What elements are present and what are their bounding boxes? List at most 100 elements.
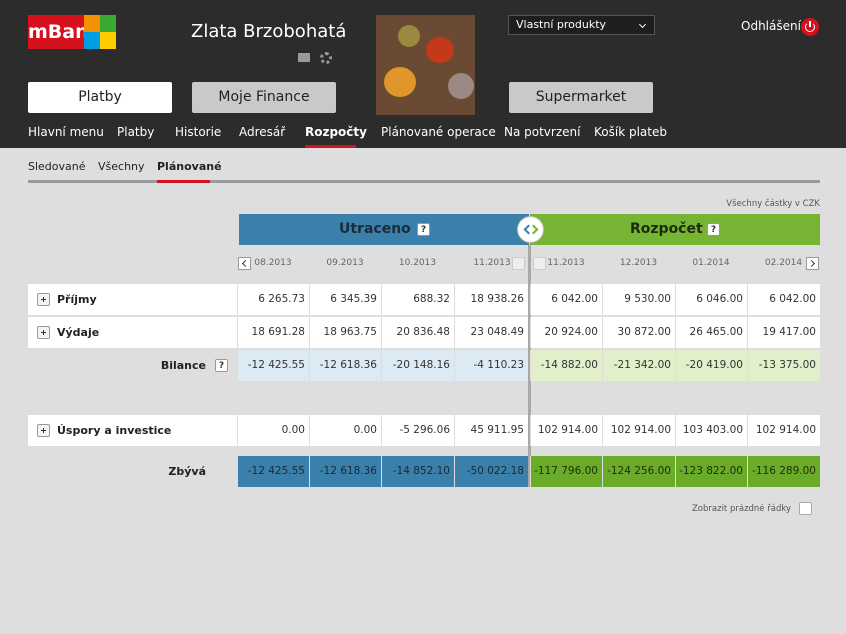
subtab[interactable]: Plánované — [157, 160, 222, 173]
subtab[interactable]: Sledované — [28, 160, 86, 173]
value-cell: 688.32 — [381, 284, 454, 315]
logo-square — [84, 32, 100, 49]
tab-button[interactable]: Moje Finance — [192, 82, 336, 113]
value-cell: 45 911.95 — [454, 415, 528, 446]
power-icon[interactable] — [801, 18, 819, 36]
value-cell: -123 822.00 — [675, 456, 747, 487]
row-label-cell — [28, 317, 237, 348]
value-cell: 6 345.39 — [309, 284, 381, 315]
value-cell: -12 425.55 — [237, 350, 309, 381]
value-cell: 6 265.73 — [237, 284, 309, 315]
help-icon[interactable]: ? — [707, 223, 720, 236]
tab-button[interactable]: Platby — [28, 82, 172, 113]
value-cell: -12 618.36 — [309, 456, 381, 487]
value-cell: -20 148.16 — [381, 350, 454, 381]
nav-link[interactable]: Plánované operace — [381, 125, 496, 139]
row-label: Zbývá — [168, 465, 206, 478]
prev-button[interactable] — [238, 257, 251, 270]
spent-title: Utraceno — [339, 221, 411, 237]
spices-image — [376, 15, 475, 115]
value-cell: 26 465.00 — [675, 317, 747, 348]
row-label: Bilance — [160, 359, 206, 372]
value-cell: 19 417.00 — [747, 317, 820, 348]
nav-link[interactable]: Rozpočty — [305, 125, 367, 139]
checkbox[interactable] — [799, 502, 812, 515]
next-button-disabled — [512, 257, 525, 270]
nav-active-underline — [305, 145, 356, 148]
period-label: 11.2013 — [473, 258, 511, 268]
divider — [528, 245, 531, 487]
logo-square — [100, 15, 116, 32]
value-cell: -14 882.00 — [530, 350, 602, 381]
value-cell: -20 419.00 — [675, 350, 747, 381]
value-cell: 0.00 — [309, 415, 381, 446]
plan-title: Rozpočet — [630, 221, 703, 237]
spent-header — [239, 214, 529, 245]
period-label: 02.2014 — [764, 258, 803, 268]
logo-square — [84, 15, 100, 32]
subtab[interactable]: Všechny — [98, 160, 145, 173]
value-cell: -12 618.36 — [309, 350, 381, 381]
nav-link[interactable]: Košík plateb — [594, 125, 667, 139]
row-label: Výdaje — [57, 326, 100, 339]
nav-link[interactable]: Historie — [175, 125, 222, 139]
value-cell: 102 914.00 — [530, 415, 602, 446]
logout-link[interactable]: Odhlášení — [741, 19, 801, 33]
help-icon[interactable]: ? — [215, 359, 228, 372]
value-cell: -5 296.06 — [381, 415, 454, 446]
product-select[interactable]: Vlastní produkty — [508, 15, 655, 35]
period-label: 10.2013 — [398, 258, 437, 268]
value-cell: 20 836.48 — [381, 317, 454, 348]
value-cell: -21 342.00 — [602, 350, 675, 381]
toggle-button[interactable] — [517, 216, 544, 243]
nav-link[interactable]: Adresář — [239, 125, 286, 139]
value-cell: -50 022.18 — [454, 456, 528, 487]
expand-button[interactable] — [37, 293, 50, 306]
period-label: 08.2013 — [254, 258, 292, 268]
value-cell: -14 852.10 — [381, 456, 454, 487]
currency-note: Všechny částky v CZK — [726, 199, 820, 209]
value-cell: 103 403.00 — [675, 415, 747, 446]
prev-button-disabled — [533, 257, 546, 270]
value-cell: 102 914.00 — [747, 415, 820, 446]
period-label: 12.2013 — [619, 258, 658, 268]
help-icon[interactable]: ? — [417, 223, 430, 236]
value-cell: 102 914.00 — [602, 415, 675, 446]
next-button[interactable] — [806, 257, 819, 270]
nav-link[interactable]: Hlavní menu — [28, 125, 104, 139]
value-cell: 18 963.75 — [309, 317, 381, 348]
value-cell: 6 042.00 — [747, 284, 820, 315]
expand-button[interactable] — [37, 424, 50, 437]
value-cell: 30 872.00 — [602, 317, 675, 348]
value-cell: -116 289.00 — [747, 456, 820, 487]
nav-link[interactable]: Na potvrzení — [504, 125, 581, 139]
row-label-cell — [28, 415, 237, 446]
value-cell: 18 691.28 — [237, 317, 309, 348]
mail-icon[interactable] — [298, 53, 310, 62]
row-label: Příjmy — [57, 293, 97, 306]
tab-button[interactable]: Supermarket — [509, 82, 653, 113]
row-label-cell — [28, 284, 237, 315]
expand-button[interactable] — [37, 326, 50, 339]
nav-link[interactable]: Platby — [117, 125, 155, 139]
period-label: 11.2013 — [547, 258, 585, 268]
user-name: Zlata Brzobohatá — [191, 21, 347, 42]
value-cell: 20 924.00 — [530, 317, 602, 348]
period-label: 09.2013 — [326, 258, 364, 268]
value-cell: -4 110.23 — [454, 350, 528, 381]
logo[interactable]: mBank — [28, 15, 101, 49]
value-cell: -124 256.00 — [602, 456, 675, 487]
value-cell: -12 425.55 — [237, 456, 309, 487]
subtab-rule — [28, 180, 820, 183]
value-cell: 18 938.26 — [454, 284, 528, 315]
value-cell: 6 042.00 — [530, 284, 602, 315]
row-label: Úspory a investice — [57, 424, 172, 437]
subtab-active-underline — [157, 180, 210, 183]
settings-icon[interactable] — [320, 52, 332, 64]
show-empty-label[interactable]: Zobrazit prázdné řádky — [691, 504, 791, 514]
logo-square — [100, 32, 116, 49]
value-cell: 6 046.00 — [675, 284, 747, 315]
value-cell: 23 048.49 — [454, 317, 528, 348]
value-cell: -13 375.00 — [747, 350, 820, 381]
